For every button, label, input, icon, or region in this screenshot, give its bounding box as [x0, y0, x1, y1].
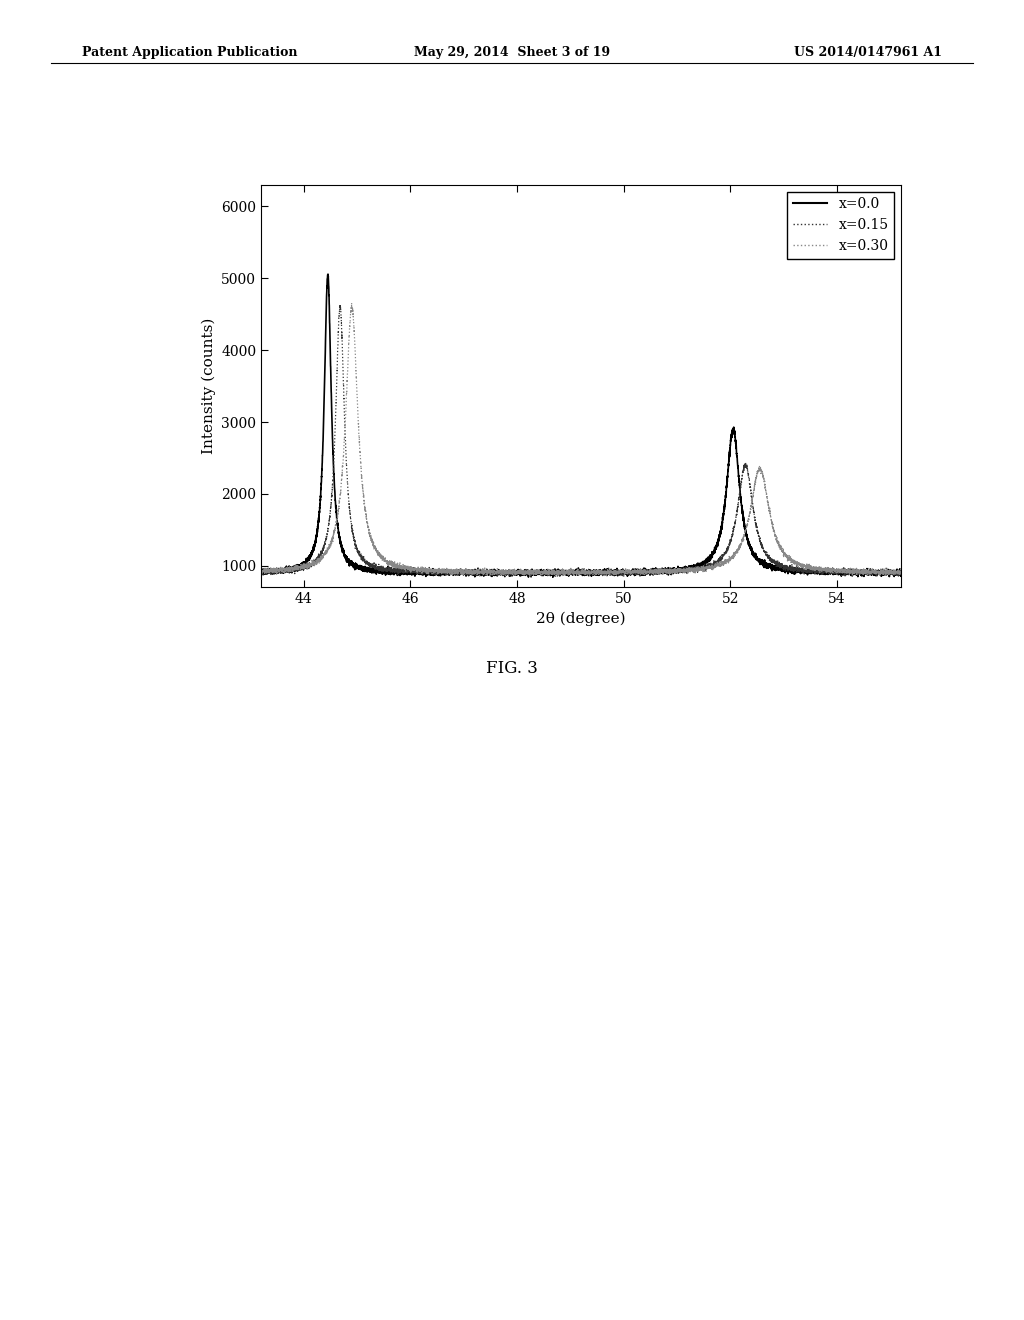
x=0.30 [287, 560, 299, 576]
x=0.0 [895, 564, 907, 579]
x=0.30 [634, 562, 646, 578]
Line: x=0.0: x=0.0 [261, 275, 901, 577]
Y-axis label: Intensity (counts): Intensity (counts) [201, 318, 216, 454]
x=0.15 [634, 561, 646, 577]
x=0.0 [662, 564, 674, 579]
x=0.30 [551, 569, 563, 585]
Line: x=0.30: x=0.30 [261, 304, 901, 577]
x=0.15 [334, 297, 346, 313]
x=0.0 [486, 564, 499, 579]
x=0.0 [287, 562, 299, 578]
Text: May 29, 2014  Sheet 3 of 19: May 29, 2014 Sheet 3 of 19 [414, 46, 610, 59]
x=0.0 [322, 267, 334, 282]
Text: Patent Application Publication: Patent Application Publication [82, 46, 297, 59]
x=0.30 [895, 565, 907, 581]
x=0.30 [662, 564, 674, 579]
x=0.15 [764, 550, 776, 566]
x=0.0 [729, 436, 741, 451]
x=0.15 [662, 561, 674, 577]
x=0.0 [634, 564, 646, 579]
x=0.0 [547, 569, 559, 585]
x=0.15 [870, 569, 883, 585]
Text: FIG. 3: FIG. 3 [486, 660, 538, 677]
X-axis label: 2θ (degree): 2θ (degree) [537, 611, 626, 626]
x=0.15 [895, 566, 907, 582]
x=0.30 [729, 546, 741, 562]
x=0.15 [287, 561, 299, 577]
x=0.15 [486, 564, 499, 579]
x=0.0 [764, 558, 776, 574]
x=0.30 [764, 506, 776, 521]
Line: x=0.15: x=0.15 [261, 305, 901, 577]
x=0.0 [255, 561, 267, 577]
x=0.30 [345, 296, 357, 312]
x=0.15 [255, 564, 267, 579]
Text: US 2014/0147961 A1: US 2014/0147961 A1 [794, 46, 942, 59]
x=0.30 [486, 561, 499, 577]
Legend: x=0.0, x=0.15, x=0.30: x=0.0, x=0.15, x=0.30 [787, 191, 894, 259]
x=0.15 [729, 512, 741, 528]
x=0.30 [255, 566, 267, 582]
